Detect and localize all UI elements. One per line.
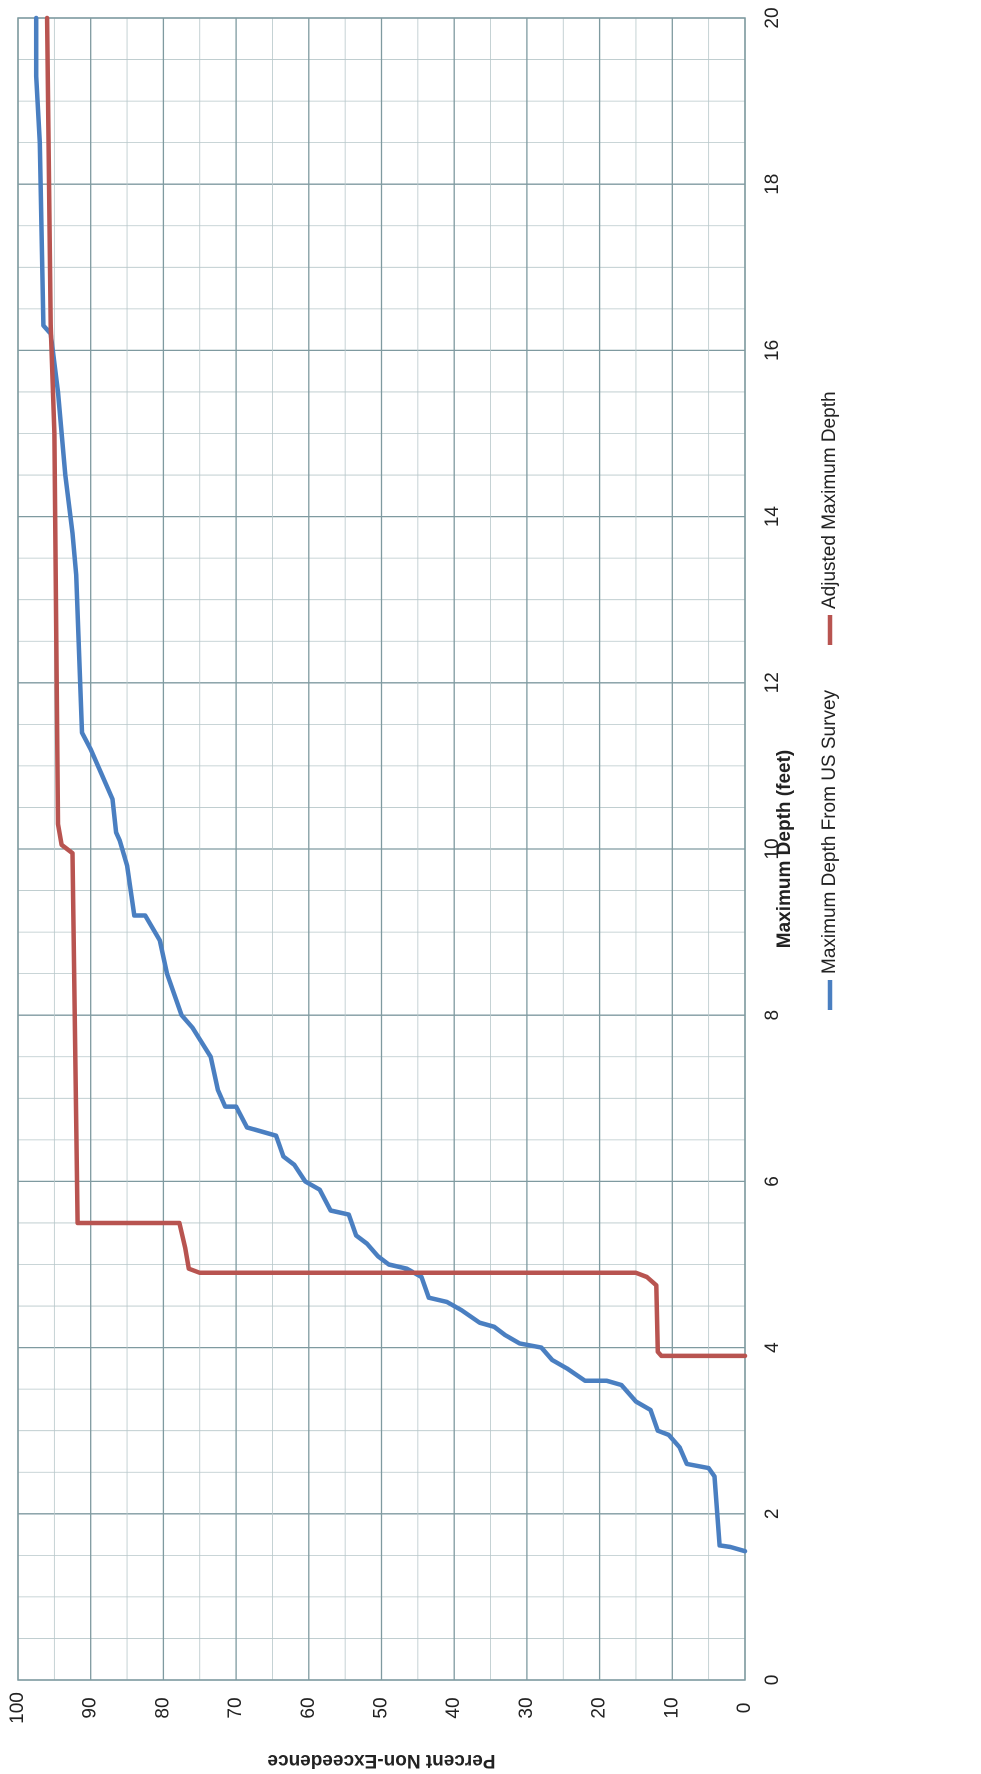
x-tick-label: 6 (762, 1176, 783, 1187)
y-tick-label: 70 (225, 1697, 246, 1718)
x-tick-label: 18 (762, 174, 783, 195)
y-tick-label: 60 (298, 1697, 319, 1718)
y-tick-label: 90 (80, 1697, 101, 1718)
x-tick-label: 4 (762, 1342, 783, 1353)
legend: Maximum Depth From US Survey Adjusted Max… (819, 391, 840, 1010)
gridlines (17, 17, 746, 1681)
y-tick-label: 10 (661, 1697, 682, 1718)
y-tick-label: 50 (371, 1697, 392, 1718)
y-axis-tick-labels: 0 10 20 30 40 50 60 70 80 90 100 (7, 1692, 755, 1724)
y-tick-label: 100 (7, 1692, 28, 1724)
x-tick-label: 0 (762, 1675, 783, 1686)
x-tick-label: 2 (762, 1509, 783, 1520)
y-tick-label: 30 (516, 1697, 537, 1718)
series-line-2 (44, 15, 748, 1359)
x-tick-label: 14 (762, 506, 783, 528)
x-tick-label: 12 (762, 672, 783, 693)
legend-label-2: Adjusted Maximum Depth (819, 391, 840, 609)
y-tick-label: 20 (589, 1697, 610, 1718)
y-axis-title: Percent Non-Exceedence (267, 1750, 495, 1771)
y-tick-label: 0 (734, 1703, 755, 1714)
x-tick-label: 8 (762, 1010, 783, 1021)
x-axis-title: Maximum Depth (feet) (774, 750, 795, 948)
series-layer (33, 15, 748, 1554)
legend-label-1: Maximum Depth From US Survey (819, 689, 840, 974)
x-axis-tick-labels: 0 2 4 6 8 10 12 14 16 18 20 (762, 7, 783, 1685)
plot-area-frame (17, 17, 746, 1681)
x-tick-label: 10 (762, 838, 783, 859)
x-tick-label: 20 (762, 7, 783, 28)
y-tick-label: 40 (443, 1697, 464, 1718)
series-line-1 (33, 15, 748, 1554)
y-tick-label: 80 (152, 1697, 173, 1718)
x-tick-label: 16 (762, 340, 783, 361)
